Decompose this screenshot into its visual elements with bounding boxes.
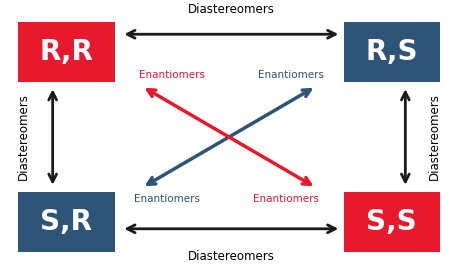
Text: S,S: S,S (366, 208, 417, 236)
Text: Enantiomers: Enantiomers (134, 194, 200, 204)
Text: Diastereomers: Diastereomers (428, 93, 441, 181)
Text: R,S: R,S (365, 38, 418, 66)
Text: S,R: S,R (40, 208, 93, 236)
Text: Enantiomers: Enantiomers (139, 70, 205, 80)
FancyBboxPatch shape (18, 22, 114, 82)
Text: Enantiomers: Enantiomers (258, 70, 324, 80)
FancyBboxPatch shape (344, 192, 440, 252)
FancyBboxPatch shape (18, 192, 114, 252)
Text: Enantiomers: Enantiomers (253, 194, 319, 204)
Text: Diastereomers: Diastereomers (188, 250, 275, 263)
Text: R,R: R,R (39, 38, 93, 66)
FancyBboxPatch shape (344, 22, 440, 82)
Text: Diastereomers: Diastereomers (188, 3, 275, 16)
Text: Diastereomers: Diastereomers (17, 93, 30, 181)
